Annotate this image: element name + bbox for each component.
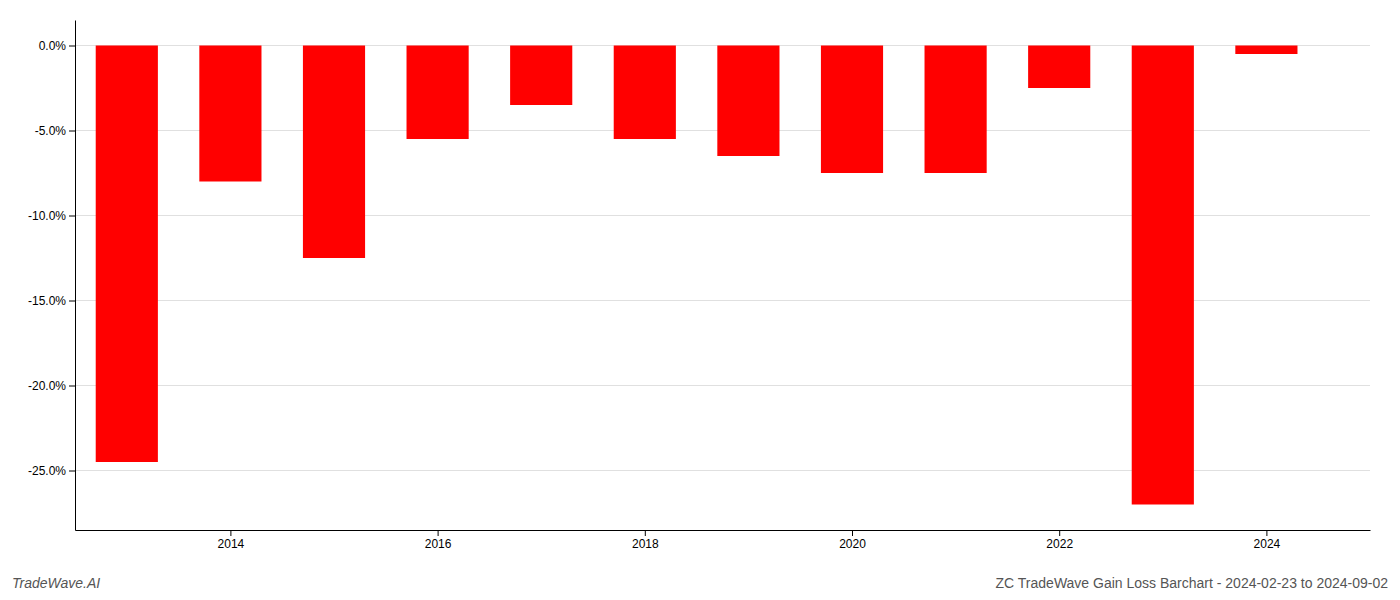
- x-tick: 2014: [218, 530, 245, 551]
- bar: [510, 46, 572, 106]
- y-tick-label: -15.0%: [28, 294, 66, 308]
- title: ZC TradeWave Gain Loss Barchart - 2024-0…: [996, 575, 1389, 591]
- x-tick-mark: [230, 530, 231, 536]
- x-tick: 2016: [425, 530, 452, 551]
- bar: [1132, 46, 1194, 505]
- x-tick-label: 2022: [1046, 537, 1073, 551]
- bar: [717, 46, 779, 157]
- y-tick-mark: [69, 386, 75, 387]
- y-tick-mark: [69, 301, 75, 302]
- y-tick-label: -25.0%: [28, 464, 66, 478]
- x-tick-mark: [438, 530, 439, 536]
- y-tick-label: -20.0%: [28, 379, 66, 393]
- y-axis: 0.0% -5.0% -10.0% -15.0% -20.0% -25.0%: [28, 21, 76, 531]
- y-tick: -20.0%: [28, 379, 75, 393]
- y-axis-line: [75, 21, 76, 531]
- bar: [407, 46, 469, 140]
- y-tick-label: -10.0%: [28, 209, 66, 223]
- x-axis: 2014 2016 2018 2020 2022 2024: [76, 530, 1371, 551]
- x-tick-label: 2016: [425, 537, 452, 551]
- y-tick: -15.0%: [28, 294, 75, 308]
- y-tick-mark: [69, 131, 75, 132]
- y-tick-mark: [69, 471, 75, 472]
- bar: [614, 46, 676, 140]
- bar: [96, 46, 158, 463]
- x-tick: 2020: [839, 530, 866, 551]
- x-tick-label: 2024: [1254, 537, 1281, 551]
- footer: TradeWave.AI ZC TradeWave Gain Loss Barch…: [12, 575, 1388, 591]
- bar: [1028, 46, 1090, 89]
- x-tick-mark: [1059, 530, 1060, 536]
- x-tick-label: 2020: [839, 537, 866, 551]
- y-tick: 0.0%: [39, 39, 75, 53]
- bar: [821, 46, 883, 174]
- bar: [1235, 46, 1297, 55]
- y-tick-label: 0.0%: [39, 39, 67, 53]
- x-tick: 2024: [1254, 530, 1281, 551]
- y-tick: -25.0%: [28, 464, 75, 478]
- x-tick-label: 2014: [218, 537, 245, 551]
- y-tick-mark: [69, 216, 75, 217]
- x-tick-mark: [1266, 530, 1267, 536]
- x-axis-line: [76, 530, 1371, 531]
- x-tick-mark: [852, 530, 853, 536]
- x-tick: 2018: [632, 530, 659, 551]
- footer-note: TradeWave.AI: [12, 575, 100, 591]
- y-tick: -5.0%: [35, 124, 75, 138]
- x-tick-mark: [645, 530, 646, 536]
- y-tick-mark: [69, 46, 75, 47]
- y-tick-label: -5.0%: [35, 124, 67, 138]
- bar: [925, 46, 987, 174]
- plot-area: 2014 2016 2018 2020 2022 2024 0.0% -5.0% -10.0% -…: [28, 21, 1371, 551]
- bar: [303, 46, 365, 259]
- chart: 2014 2016 2018 2020 2022 2024 0.0% -5.0% -10.0% -…: [0, 0, 1400, 600]
- y-tick: -10.0%: [28, 209, 75, 223]
- bar: [199, 46, 261, 182]
- x-tick: 2022: [1046, 530, 1073, 551]
- bars: [96, 46, 1298, 505]
- x-tick-label: 2018: [632, 537, 659, 551]
